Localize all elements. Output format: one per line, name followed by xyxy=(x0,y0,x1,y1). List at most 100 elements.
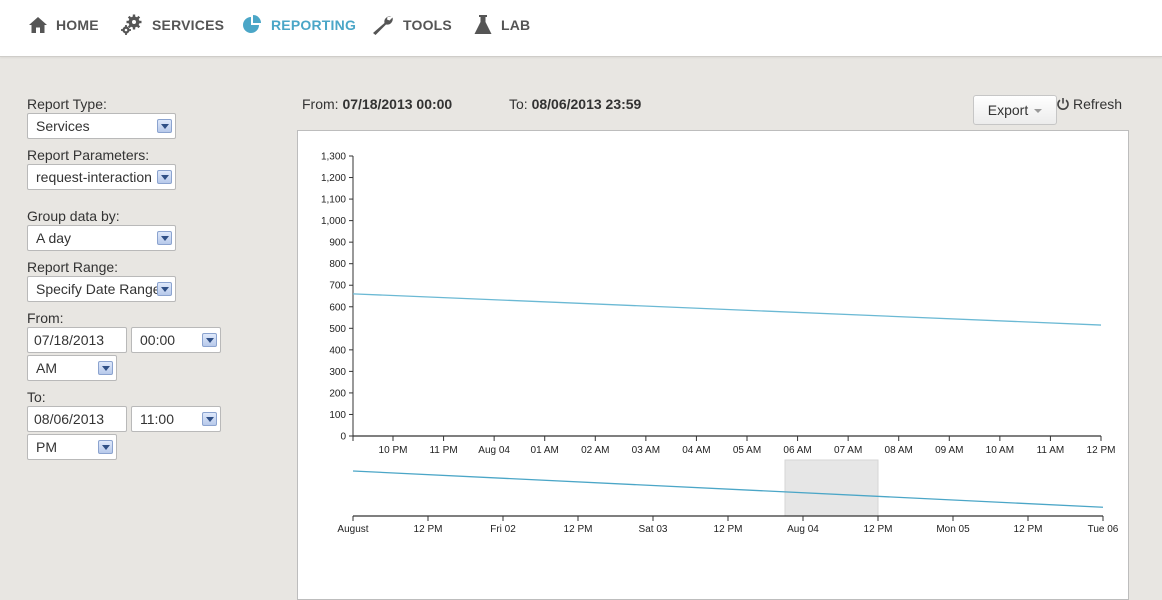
report-chart: 0 100 200 300 400 500 600 700 800 900 1,000 1,100 1,… xyxy=(321,152,1119,536)
group-by-select[interactable]: A day xyxy=(27,225,176,251)
from-date-value: 07/18/2013 xyxy=(34,332,105,348)
wrench-icon xyxy=(373,16,393,35)
navigator-tick-label: Tue 06 xyxy=(1088,524,1119,535)
navigator-chart[interactable]: August 12 PM Fri 02 12 PM Sat 03 12 PM Aug 04 1… xyxy=(337,459,1119,535)
x-tick-label: 07 AM xyxy=(834,445,862,456)
y-tick-label: 300 xyxy=(329,367,346,378)
y-tick-label: 1,200 xyxy=(321,173,346,184)
from-time-select[interactable]: 00:00 xyxy=(131,327,221,353)
navigator-tick-label: Mon 05 xyxy=(936,524,970,535)
to-date-input[interactable]: 08/06/2013 xyxy=(27,406,127,432)
chevron-down-icon xyxy=(157,231,172,245)
x-tick-label: 04 AM xyxy=(682,445,710,456)
nav-label-home: HOME xyxy=(56,17,99,33)
range-from-value: 07/18/2013 00:00 xyxy=(342,96,453,112)
to-ampm-select[interactable]: PM xyxy=(27,434,117,460)
from-time-value: 00:00 xyxy=(140,332,176,348)
range-to-value: 08/06/2013 23:59 xyxy=(531,96,642,112)
y-tick-label: 200 xyxy=(329,388,346,399)
report-params-select[interactable]: request-interaction xyxy=(27,164,176,190)
chart-panel: 0 100 200 300 400 500 600 700 800 900 1,000 1,100 1,… xyxy=(297,130,1129,600)
range-from-text: From: 07/18/2013 00:00 xyxy=(302,96,452,112)
top-navigation: HOME SERVICES REPORTING xyxy=(0,0,1162,57)
to-date-value: 08/06/2013 xyxy=(34,411,105,427)
navigator-tick-label: 12 PM xyxy=(714,524,743,535)
y-tick-label: 0 xyxy=(340,432,346,443)
x-tick-label: 11 AM xyxy=(1037,445,1065,456)
x-tick-label: 09 AM xyxy=(935,445,963,456)
y-tick-label: 700 xyxy=(329,281,346,292)
chevron-down-icon xyxy=(157,119,172,133)
nav-item-lab[interactable]: LAB xyxy=(473,12,530,38)
x-tick-label: 10 AM xyxy=(986,445,1014,456)
x-tick-label: 06 AM xyxy=(783,445,811,456)
series-line xyxy=(352,293,1102,326)
report-range-value: Specify Date Range xyxy=(36,281,161,297)
y-tick-label: 1,000 xyxy=(321,216,346,227)
navigator-tick-label: Aug 04 xyxy=(787,524,819,535)
range-to-prefix: To: xyxy=(509,96,528,112)
navigator-series-line xyxy=(352,470,1104,508)
refresh-icon xyxy=(1057,98,1069,110)
caret-down-icon xyxy=(1034,109,1043,113)
to-time-select[interactable]: 11:00 xyxy=(131,406,221,432)
navigator-tick-label: Sat 03 xyxy=(639,524,668,535)
navigator-selection[interactable] xyxy=(784,459,879,517)
navigator-tick-label: 12 PM xyxy=(864,524,893,535)
from-ampm-value: AM xyxy=(36,360,57,376)
refresh-label: Refresh xyxy=(1073,96,1123,112)
refresh-button[interactable]: Refresh xyxy=(1056,96,1122,112)
x-tick-label: 12 PM xyxy=(1087,445,1116,456)
to-ampm-value: PM xyxy=(36,439,57,455)
y-tick-label: 1,100 xyxy=(321,195,346,206)
nav-item-home[interactable]: HOME xyxy=(28,12,99,38)
report-range-select[interactable]: Specify Date Range xyxy=(27,276,176,302)
report-type-value: Services xyxy=(36,118,90,134)
nav-item-services[interactable]: SERVICES xyxy=(120,12,224,38)
flask-icon xyxy=(474,15,492,34)
report-params-value: request-interaction xyxy=(36,169,152,185)
group-by-label: Group data by: xyxy=(27,208,120,224)
range-to-text: To: 08/06/2013 23:59 xyxy=(509,96,641,112)
y-tick-label: 100 xyxy=(329,410,346,421)
navigator-tick-label: 12 PM xyxy=(414,524,443,535)
range-from-prefix: From: xyxy=(302,96,339,112)
x-tick-label: 10 PM xyxy=(379,445,408,456)
main-line-chart: 0 100 200 300 400 500 600 700 800 900 1,000 1,100 1,… xyxy=(321,152,1115,457)
navigator-tick-label: 12 PM xyxy=(1014,524,1043,535)
x-tick-label: 02 AM xyxy=(581,445,609,456)
y-tick-label: 800 xyxy=(329,259,346,270)
nav-item-tools[interactable]: TOOLS xyxy=(371,12,452,38)
y-tick-label: 900 xyxy=(329,238,346,249)
export-button[interactable]: Export xyxy=(973,95,1057,125)
report-range-label: Report Range: xyxy=(27,259,119,275)
x-tick-label: Aug 04 xyxy=(478,445,510,456)
x-tick-label: 03 AM xyxy=(632,445,660,456)
nav-label-reporting: REPORTING xyxy=(271,17,357,33)
gears-icon xyxy=(121,14,142,35)
y-tick-label: 400 xyxy=(329,345,346,356)
x-tick-label: 05 AM xyxy=(733,445,761,456)
y-tick-label: 500 xyxy=(329,324,346,335)
report-type-label: Report Type: xyxy=(27,96,107,112)
report-type-select[interactable]: Services xyxy=(27,113,176,139)
to-time-value: 11:00 xyxy=(140,411,174,427)
chevron-down-icon xyxy=(157,170,172,184)
y-tick-label: 1,300 xyxy=(321,152,346,163)
chevron-down-icon xyxy=(98,440,113,454)
to-label: To: xyxy=(27,389,46,405)
nav-item-reporting[interactable]: REPORTING xyxy=(241,12,356,38)
from-ampm-select[interactable]: AM xyxy=(27,355,117,381)
x-tick-label: 11 PM xyxy=(429,445,457,456)
x-tick-label: 08 AM xyxy=(885,445,913,456)
nav-label-services: SERVICES xyxy=(152,17,225,33)
group-by-value: A day xyxy=(36,230,72,246)
from-label: From: xyxy=(27,310,64,326)
navigator-tick-label: Fri 02 xyxy=(490,524,516,535)
y-tick-label: 600 xyxy=(329,302,346,313)
x-tick-label: 01 AM xyxy=(531,445,559,456)
nav-label-tools: TOOLS xyxy=(403,17,452,33)
from-date-input[interactable]: 07/18/2013 xyxy=(27,327,127,353)
report-params-label: Report Parameters: xyxy=(27,147,150,163)
chevron-down-icon xyxy=(98,361,113,375)
